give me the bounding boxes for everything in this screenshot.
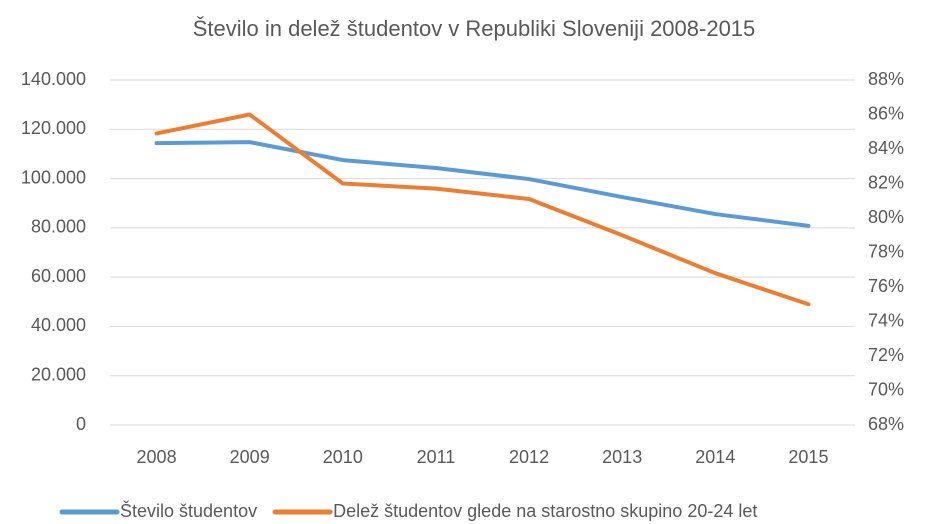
y2-tick-label: 88% bbox=[868, 69, 904, 89]
y2-tick-label: 82% bbox=[868, 172, 904, 192]
x-tick-label: 2009 bbox=[230, 447, 270, 467]
series-line bbox=[154, 140, 811, 228]
x-tick-label: 2015 bbox=[788, 447, 828, 467]
y-tick-label: 60.000 bbox=[31, 266, 86, 286]
y-tick-label: 140.000 bbox=[21, 69, 86, 89]
legend-label: Delež študentov glede na starostno skupi… bbox=[333, 501, 757, 521]
y2-tick-label: 78% bbox=[868, 241, 904, 261]
y2-tick-label: 80% bbox=[868, 207, 904, 227]
y2-tick-label: 74% bbox=[868, 310, 904, 330]
y-tick-label: 20.000 bbox=[31, 364, 86, 384]
x-tick-label: 2010 bbox=[323, 447, 363, 467]
y2-tick-label: 68% bbox=[868, 414, 904, 434]
y-tick-label: 0 bbox=[76, 414, 86, 434]
y2-tick-label: 84% bbox=[868, 138, 904, 158]
y-tick-label: 80.000 bbox=[31, 217, 86, 237]
y2-tick-label: 76% bbox=[868, 276, 904, 296]
x-tick-label: 2011 bbox=[417, 447, 456, 467]
x-tick-label: 2014 bbox=[695, 447, 735, 467]
x-tick-label: 2013 bbox=[602, 447, 642, 467]
y2-tick-label: 72% bbox=[868, 345, 904, 365]
series-line bbox=[154, 112, 811, 307]
y2-tick-label: 70% bbox=[868, 379, 904, 399]
y-tick-label: 100.000 bbox=[21, 167, 86, 187]
y2-tick-label: 86% bbox=[868, 103, 904, 123]
x-tick-label: 2008 bbox=[137, 447, 177, 467]
chart-title: Število in delež študentov v Republiki S… bbox=[193, 16, 756, 41]
y-tick-label: 40.000 bbox=[31, 315, 86, 335]
x-tick-label: 2012 bbox=[509, 447, 549, 467]
legend-label: Število študentov bbox=[120, 500, 257, 521]
y-tick-label: 120.000 bbox=[21, 118, 86, 138]
